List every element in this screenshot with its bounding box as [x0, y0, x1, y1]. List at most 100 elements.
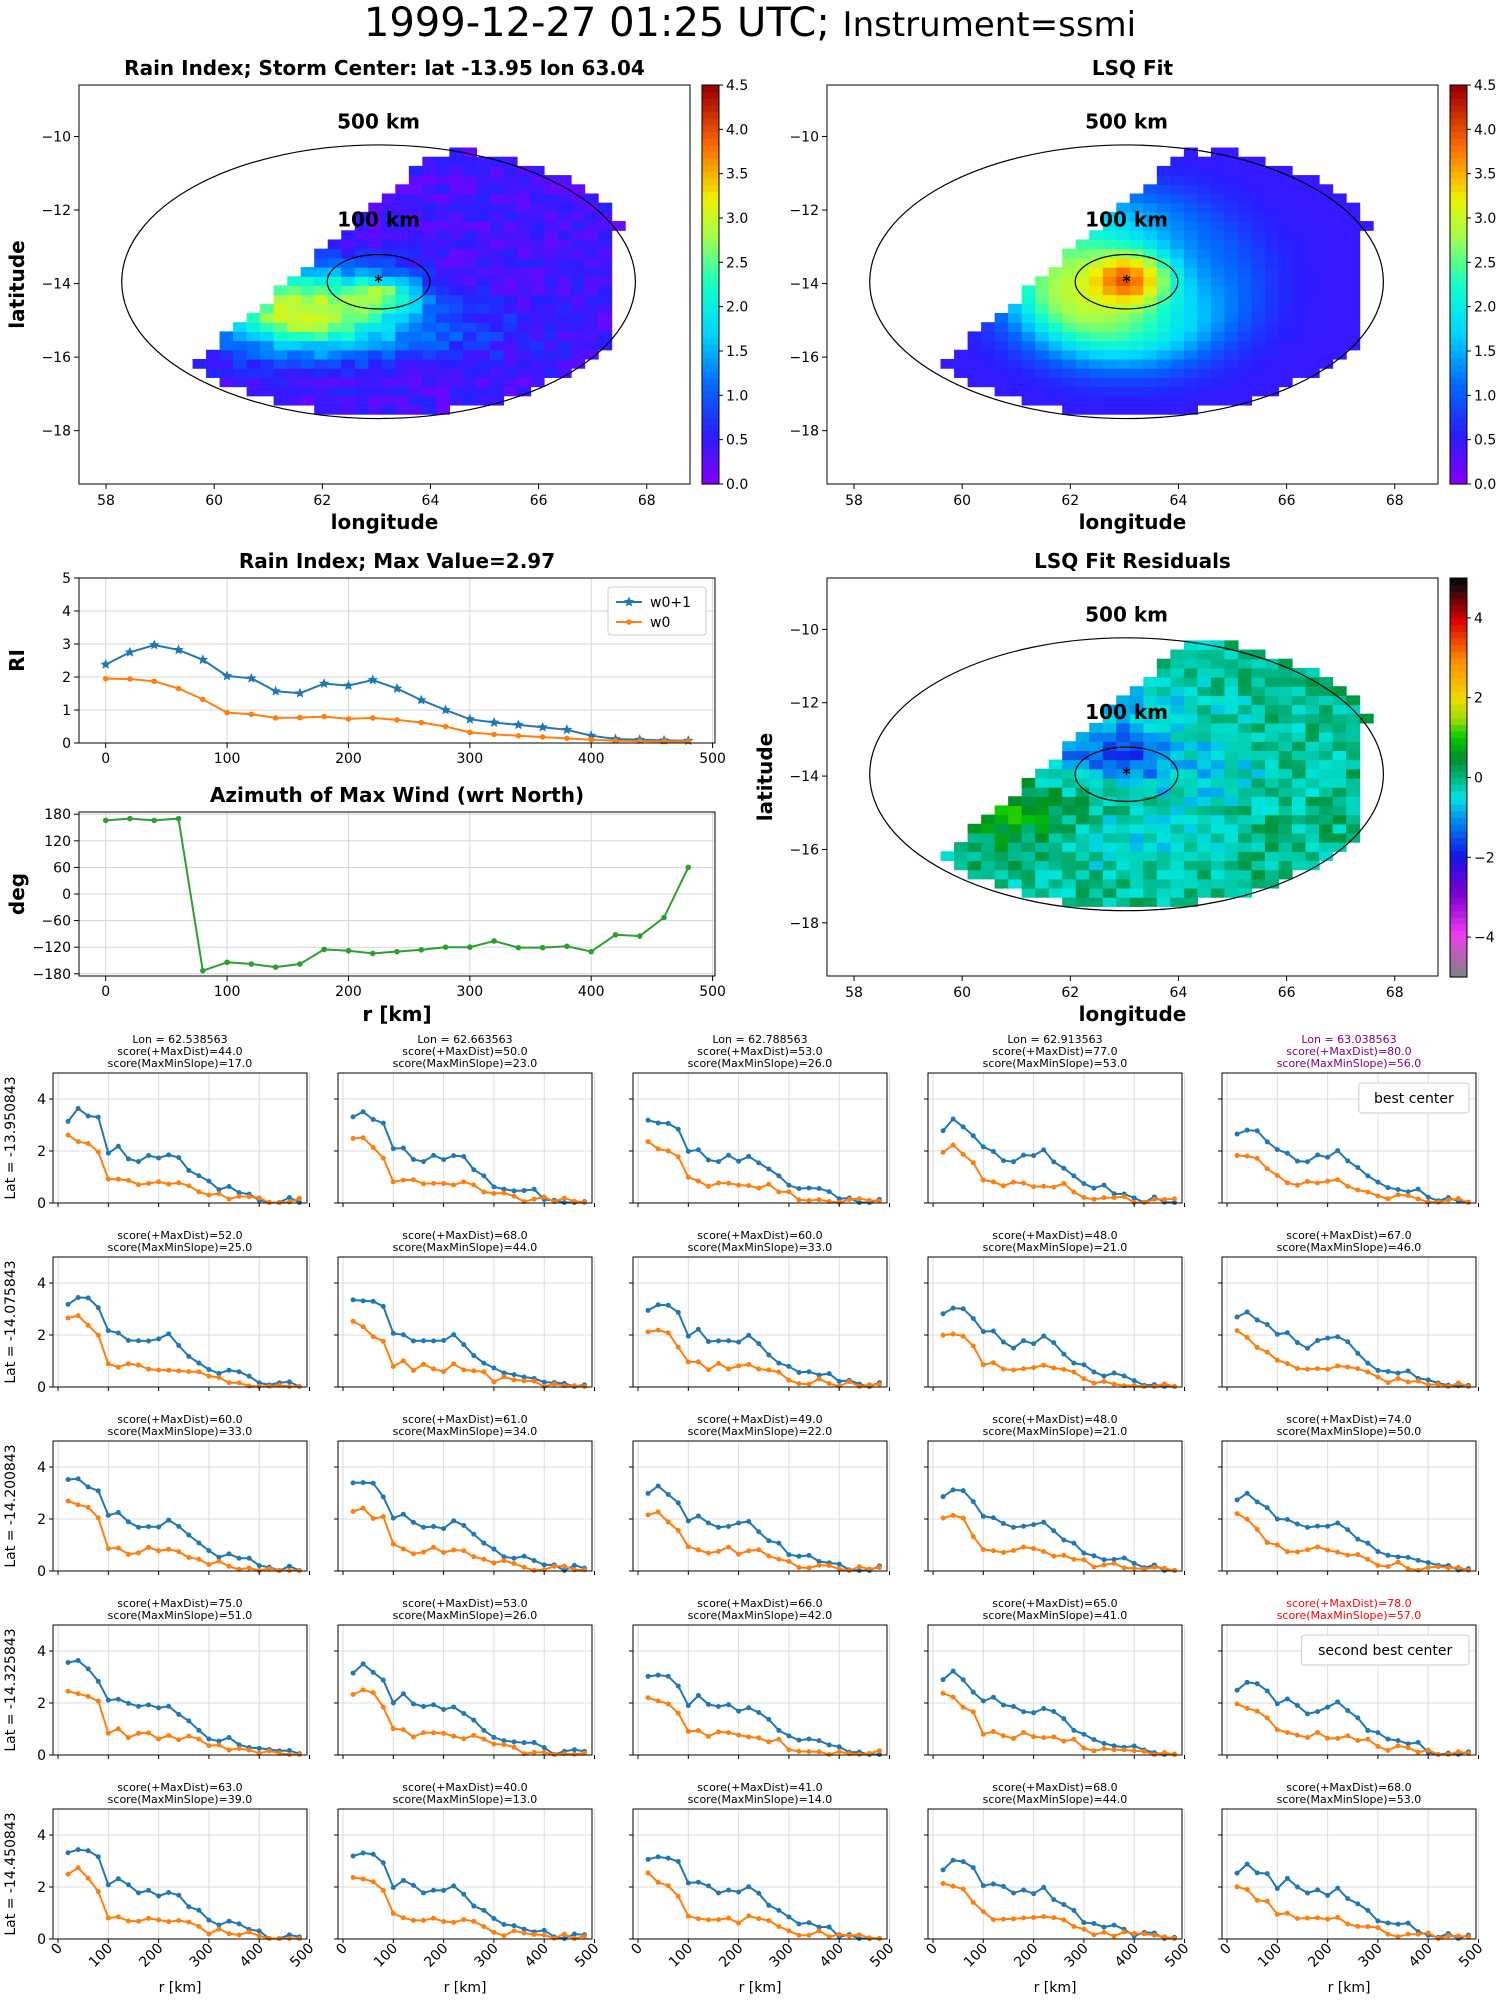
- colorbar-band: [1450, 691, 1467, 699]
- swath-cell: [341, 230, 356, 241]
- data-point: [1111, 1747, 1117, 1753]
- swath-cell: [476, 368, 491, 378]
- data-point: [1294, 1340, 1300, 1346]
- swath-cell: [422, 331, 437, 342]
- swath-cell: [1075, 313, 1090, 323]
- swath-cell: [1143, 741, 1158, 752]
- colorbar-band: [1450, 357, 1467, 365]
- swath-cell: [516, 303, 532, 314]
- data-point: [200, 967, 206, 974]
- swath-cell: [1075, 276, 1090, 287]
- swath-cell: [981, 869, 996, 880]
- y-tick-label: −10: [789, 129, 819, 145]
- swath-cell: [462, 313, 478, 323]
- y-tick-label: 2: [37, 1512, 46, 1528]
- colorbar-band: [1450, 404, 1467, 412]
- data-point: [1415, 1557, 1421, 1563]
- swath-cell: [1224, 860, 1239, 871]
- colorbar-band: [702, 331, 719, 339]
- swath-cell: [1116, 386, 1131, 397]
- data-point: [561, 1199, 567, 1205]
- data-point: [1345, 1364, 1351, 1370]
- colorbar-band: [1450, 384, 1467, 392]
- swath-cell: [1237, 732, 1253, 742]
- data-point: [1345, 1527, 1351, 1533]
- data-point: [806, 1369, 812, 1375]
- swath-cell: [1116, 322, 1131, 332]
- swath-cell: [994, 340, 1009, 351]
- x-tick-label: 60: [953, 985, 971, 1001]
- swath-cell: [1224, 832, 1239, 843]
- swath-cell: [1183, 759, 1198, 770]
- data-point: [1101, 1924, 1107, 1930]
- data-point: [136, 1890, 142, 1896]
- swath-cell: [1075, 303, 1090, 314]
- swath-cell: [1183, 741, 1198, 752]
- data-point: [410, 1367, 416, 1373]
- swath-cell: [368, 248, 383, 259]
- swath-cell: [408, 368, 423, 378]
- swath-cell: [1102, 285, 1117, 296]
- x-tick-label: 300: [472, 1941, 502, 1971]
- data-point: [1131, 1199, 1137, 1205]
- swath-cell: [1156, 276, 1171, 287]
- swath-cell: [557, 221, 572, 231]
- swath-cell: [1359, 713, 1374, 724]
- swath-cell: [1264, 377, 1280, 388]
- data-point: [1000, 1521, 1006, 1527]
- swath-cell: [503, 165, 518, 176]
- data-point: [685, 864, 692, 871]
- data-point: [1415, 1739, 1421, 1745]
- data-point: [950, 1116, 956, 1122]
- data-point: [571, 1562, 577, 1568]
- swath-cell: [530, 303, 545, 314]
- swath-cell: [246, 377, 261, 388]
- swath-cell: [1062, 267, 1077, 277]
- x-tick-label: 300: [767, 1941, 797, 1971]
- data-point: [1244, 1153, 1250, 1159]
- colorbar-band: [1450, 291, 1467, 299]
- swath-cell: [476, 349, 491, 360]
- swath-cell: [381, 248, 396, 259]
- y-tick-label: 2: [62, 670, 71, 686]
- swath-cell: [954, 349, 969, 360]
- swath-cell: [1156, 796, 1171, 807]
- swath-cell: [1170, 722, 1185, 733]
- swath-cell: [516, 267, 532, 277]
- title-instrument: Instrument=ssmi: [842, 5, 1137, 45]
- swath-cell: [1210, 842, 1226, 852]
- swath-cell: [1035, 787, 1050, 797]
- swath-cell: [354, 368, 369, 378]
- swath-cell: [1183, 184, 1198, 195]
- swath-cell: [1170, 704, 1185, 715]
- swath-cell: [408, 395, 423, 406]
- swath-cell: [516, 322, 532, 332]
- swath-cell: [1129, 869, 1144, 880]
- swath-cell: [1278, 768, 1293, 779]
- colorbar-frame: [1449, 84, 1468, 485]
- swath-cell: [571, 331, 586, 342]
- colorbar-band: [1450, 737, 1467, 745]
- center-star: *: [1122, 764, 1131, 783]
- swath-cell: [1102, 832, 1117, 843]
- data-point: [1111, 1381, 1117, 1387]
- swath-cell: [1129, 322, 1144, 332]
- swath-cell: [954, 851, 969, 862]
- swath-cell: [1129, 713, 1144, 724]
- swath-cell: [1129, 340, 1144, 351]
- swath-cell: [1089, 377, 1104, 388]
- swath-cell: [1089, 878, 1104, 889]
- swath-cell: [287, 294, 302, 305]
- swath-cell: [1332, 313, 1347, 323]
- swath-cell: [1210, 640, 1226, 651]
- data-point: [467, 944, 473, 950]
- data-point: [286, 1751, 292, 1757]
- data-point: [216, 1370, 222, 1376]
- data-point: [695, 1359, 701, 1365]
- colorbar-band: [1450, 764, 1467, 772]
- swath-cell: [1210, 303, 1226, 314]
- swath-cell: [1156, 832, 1171, 843]
- label-100km: 100 km: [1085, 700, 1168, 724]
- swath-cell: [395, 395, 410, 406]
- swath-cell: [1278, 741, 1293, 752]
